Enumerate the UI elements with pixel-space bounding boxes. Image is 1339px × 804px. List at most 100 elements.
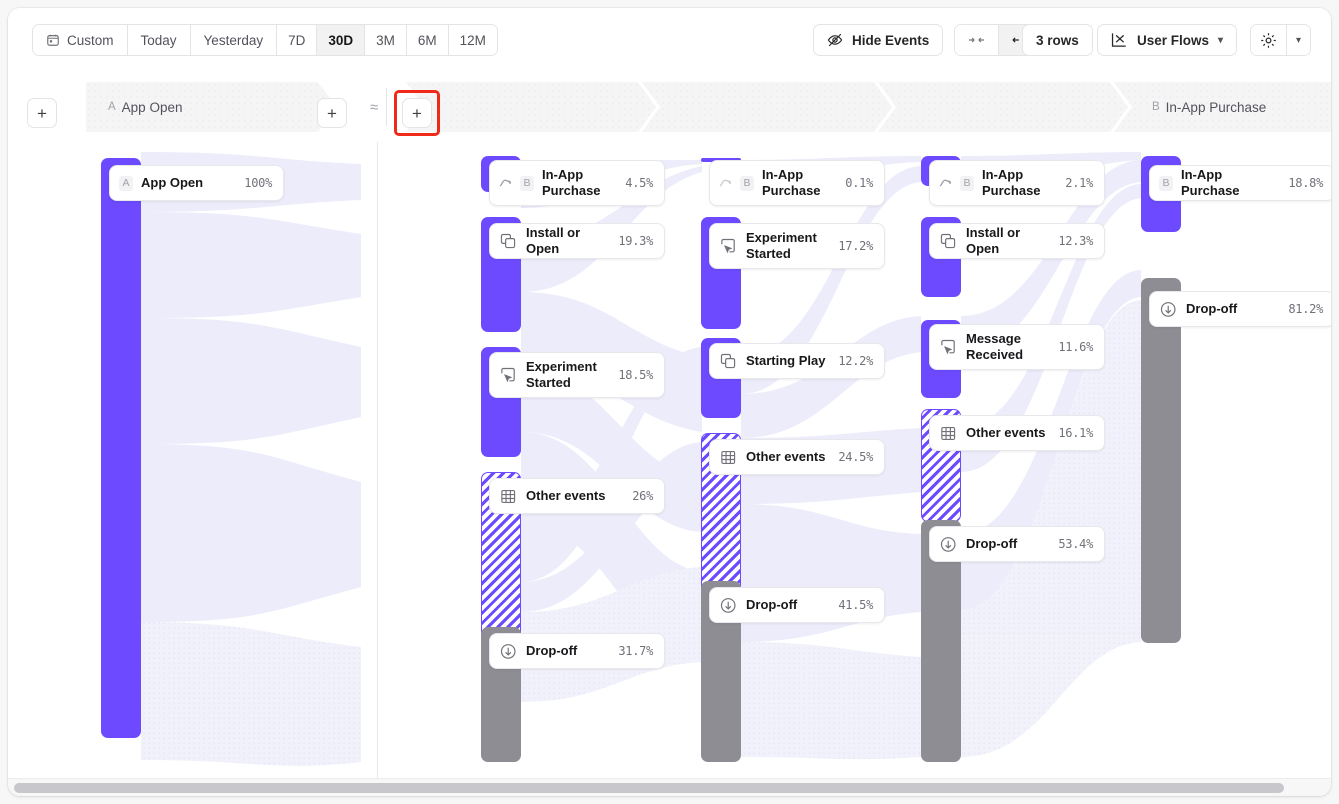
step-chevron-3[interactable] — [878, 82, 1128, 132]
flow-chart-icon — [1111, 32, 1128, 48]
step-chevron-0[interactable]: A App Open — [86, 82, 336, 132]
date-range-6m[interactable]: 6M — [406, 25, 449, 55]
rows-count-button[interactable]: 3 rows — [1022, 24, 1093, 56]
rows-count-label: 3 rows — [1036, 32, 1079, 48]
add-step-button-1[interactable]: + — [317, 98, 347, 128]
node-c2-starting-play[interactable]: Starting Play 12.2% — [709, 343, 885, 379]
date-range-yesterday-label: Yesterday — [203, 32, 264, 48]
copy-icon — [499, 232, 518, 251]
bar-c4-drop-off[interactable] — [1141, 278, 1181, 643]
node-value: 12.2% — [838, 354, 873, 368]
node-label: Message Received — [966, 330, 1024, 362]
trend-arrow-icon — [719, 178, 732, 188]
calendar-icon — [46, 33, 60, 47]
node-value: 26% — [632, 489, 653, 503]
node-c2-experiment-started[interactable]: Experiment Started 17.2% — [709, 223, 885, 269]
add-step-button-highlighted-wrapper: + — [394, 90, 440, 136]
node-value: 100% — [244, 176, 272, 190]
node-c3-drop-off[interactable]: Drop-off 53.4% — [929, 526, 1105, 562]
horizontal-scrollbar-thumb[interactable] — [14, 783, 1284, 793]
gear-icon — [1260, 32, 1277, 49]
step-badge: B — [1159, 175, 1173, 191]
date-range-30d[interactable]: 30D — [317, 25, 366, 55]
cursor-click-icon — [719, 237, 738, 256]
step-chevron-2[interactable] — [642, 82, 892, 132]
add-step-button-2[interactable]: + — [402, 98, 432, 128]
settings-button[interactable] — [1251, 25, 1287, 55]
node-value: 12.3% — [1058, 234, 1093, 248]
node-value: 81.2% — [1288, 302, 1323, 316]
node-c2-other-events[interactable]: Other events 24.5% — [709, 439, 885, 475]
step-badge: B — [960, 175, 974, 191]
node-c3-install-or-open[interactable]: Install or Open 12.3% — [929, 223, 1105, 259]
node-c4-in-app-purchase[interactable]: B In-App Purchase 18.8% — [1149, 165, 1331, 201]
step-badge-0: A — [108, 101, 116, 113]
node-label: Drop-off — [526, 642, 578, 658]
node-label: Drop-off — [1186, 300, 1238, 316]
trend-arrow-icon — [499, 178, 512, 188]
date-range-3m-label: 3M — [376, 32, 395, 48]
user-flows-app: Custom Today Yesterday 7D 30D 3M 6M 12M … — [8, 8, 1331, 796]
node-label: Other events — [746, 448, 826, 464]
node-c1-other-events[interactable]: Other events 26% — [489, 478, 665, 514]
eye-off-icon — [827, 32, 843, 48]
date-range-today[interactable]: Today — [127, 25, 191, 55]
date-range-yesterday[interactable]: Yesterday — [190, 25, 278, 55]
flow-ribbons — [141, 152, 1141, 766]
date-range-selector[interactable]: Custom Today Yesterday 7D 30D 3M 6M 12M — [32, 24, 498, 56]
node-c4-drop-off[interactable]: Drop-off 81.2% — [1149, 291, 1331, 327]
node-value: 19.3% — [618, 234, 653, 248]
step-chevron-4[interactable]: B In-App Purchase — [1114, 82, 1331, 132]
bar-c0-app-open[interactable] — [101, 158, 141, 738]
node-value: 16.1% — [1058, 426, 1093, 440]
node-label: Experiment Started — [746, 229, 817, 261]
node-c3-message-received[interactable]: Message Received 11.6% — [929, 324, 1105, 370]
column-divider — [377, 142, 378, 778]
node-c2-drop-off[interactable]: Drop-off 41.5% — [709, 587, 885, 623]
settings-group[interactable]: ▾ — [1250, 24, 1312, 56]
download-circle-icon — [1159, 300, 1178, 319]
node-label: Drop-off — [746, 596, 798, 612]
view-mode-button[interactable]: User Flows ▾ — [1097, 24, 1238, 56]
step-chevron-1[interactable] — [406, 82, 656, 132]
plus-icon: + — [37, 103, 47, 123]
date-range-12m[interactable]: 12M — [448, 25, 497, 55]
date-range-custom[interactable]: Custom — [33, 25, 128, 55]
node-value: 24.5% — [838, 450, 873, 464]
node-value: 18.5% — [618, 368, 653, 382]
node-label: In-App Purchase — [982, 166, 1041, 198]
grid-icon — [719, 448, 738, 467]
collapse-horizontal-button[interactable] — [955, 25, 999, 55]
date-range-7d-label: 7D — [288, 32, 306, 48]
node-c1-drop-off[interactable]: Drop-off 31.7% — [489, 633, 665, 669]
horizontal-scrollbar-track[interactable] — [8, 778, 1331, 796]
plus-icon: + — [412, 103, 422, 123]
node-c0-app-open[interactable]: A App Open 100% — [109, 165, 284, 201]
node-value: 31.7% — [618, 644, 653, 658]
hide-events-button[interactable]: Hide Events — [813, 24, 944, 56]
date-range-7d[interactable]: 7D — [277, 25, 318, 55]
date-range-6m-label: 6M — [417, 32, 437, 48]
node-value: 11.6% — [1058, 340, 1093, 354]
settings-dropdown-button[interactable]: ▾ — [1287, 25, 1311, 55]
node-c3-in-app-purchase[interactable]: B In-App Purchase 2.1% — [929, 160, 1105, 206]
add-step-button-left[interactable]: + — [27, 98, 57, 128]
node-value: 0.1% — [845, 176, 873, 190]
date-range-3m[interactable]: 3M — [365, 25, 407, 55]
step-badge: A — [119, 175, 133, 191]
node-value: 2.1% — [1065, 176, 1093, 190]
node-c1-experiment-started[interactable]: Experiment Started 18.5% — [489, 352, 665, 398]
chevron-down-icon: ▾ — [1296, 34, 1302, 46]
download-circle-icon — [939, 535, 958, 554]
node-c1-install-or-open[interactable]: Install or Open 19.3% — [489, 223, 665, 259]
node-label: Experiment Started — [526, 358, 597, 390]
node-label: App Open — [141, 174, 204, 190]
node-c1-in-app-purchase[interactable]: B In-App Purchase 4.5% — [489, 160, 665, 206]
node-c3-other-events[interactable]: Other events 16.1% — [929, 415, 1105, 451]
node-value: 53.4% — [1058, 537, 1093, 551]
node-label: In-App Purchase — [1181, 166, 1240, 198]
node-c2-in-app-purchase[interactable]: B In-App Purchase 0.1% — [709, 160, 885, 206]
collapse-horizontal-icon — [968, 34, 985, 46]
download-circle-icon — [719, 596, 738, 615]
step-divider — [386, 88, 387, 126]
